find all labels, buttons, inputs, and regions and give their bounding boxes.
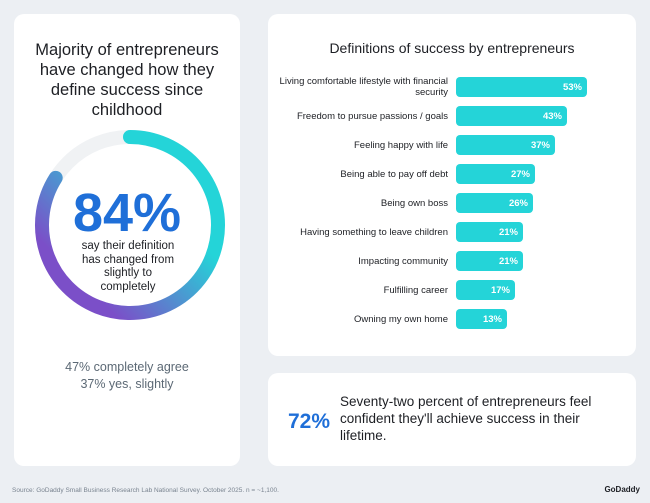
category-label: Being able to pay off debt bbox=[340, 168, 448, 180]
bar: 21% bbox=[456, 251, 523, 271]
callout-text: Seventy-two percent of entrepreneurs fee… bbox=[340, 394, 592, 443]
category-label: Owning my own home bbox=[354, 313, 448, 325]
value-label: 26% bbox=[508, 197, 528, 209]
value-label: 13% bbox=[482, 313, 502, 325]
category-label: Feeling happy with life bbox=[354, 139, 448, 151]
bar: 21% bbox=[456, 222, 523, 242]
bar-row: Having something to leave children 21% bbox=[268, 222, 523, 242]
value-label: 37% bbox=[530, 139, 550, 151]
summary-card: Majority of entrepreneurs have changed h… bbox=[14, 14, 240, 466]
bar: 43% bbox=[456, 106, 567, 126]
bar-row: Feeling happy with life 37% bbox=[268, 135, 555, 155]
value-label: 53% bbox=[562, 81, 582, 93]
donut bbox=[35, 130, 225, 320]
category-label: Freedom to pursue passions / goals bbox=[296, 110, 448, 122]
callout-card: 72% Seventy-two percent of entrepreneurs… bbox=[268, 373, 636, 466]
bar-row: Being own boss 26% bbox=[268, 193, 533, 213]
category-label: Being own boss bbox=[380, 197, 448, 209]
source: Source: GoDaddy Small Business Research … bbox=[12, 487, 279, 494]
donut-caption: say their definition has changed from sl… bbox=[81, 240, 175, 293]
bar-card: Definitions of success by entrepreneurs … bbox=[268, 14, 636, 356]
category-label: Having something to leave children bbox=[300, 226, 448, 238]
bar-row: Owning my own home 13% bbox=[268, 309, 507, 329]
value-label: 17% bbox=[490, 284, 510, 296]
category-label: Living comfortable lifestyle with financ… bbox=[279, 76, 448, 98]
bar-row: Freedom to pursue passions / goals 43% bbox=[268, 106, 567, 126]
donut-arc bbox=[35, 130, 225, 320]
bar: 26% bbox=[456, 193, 533, 213]
category-label: Fulfilling career bbox=[383, 284, 448, 296]
bar-row: Being able to pay off debt 27% bbox=[268, 164, 535, 184]
bar-row: Impacting community 21% bbox=[268, 251, 523, 271]
note: 37% yes, slightly bbox=[80, 377, 174, 391]
value-label: 43% bbox=[542, 110, 562, 122]
bar-row: Living comfortable lifestyle with financ… bbox=[268, 76, 587, 98]
bar: 27% bbox=[456, 164, 535, 184]
donut-value: 84% bbox=[72, 183, 182, 243]
category-label: Impacting community bbox=[358, 255, 448, 267]
value-label: 27% bbox=[510, 168, 530, 180]
bar: 53% bbox=[456, 77, 587, 97]
bar: 37% bbox=[456, 135, 555, 155]
callout-stat: 72% bbox=[288, 410, 331, 433]
value-label: 21% bbox=[498, 255, 518, 267]
note: 47% completely agree bbox=[65, 360, 189, 374]
bar: 17% bbox=[456, 280, 515, 300]
bar: 13% bbox=[456, 309, 507, 329]
bar-row: Fulfilling career 17% bbox=[268, 280, 515, 300]
brand: GoDaddy bbox=[604, 485, 640, 494]
chart-title: Definitions of success by entrepreneurs bbox=[329, 40, 575, 56]
value-label: 21% bbox=[498, 226, 518, 238]
card-title: Majority of entrepreneurs have changed h… bbox=[35, 41, 219, 119]
